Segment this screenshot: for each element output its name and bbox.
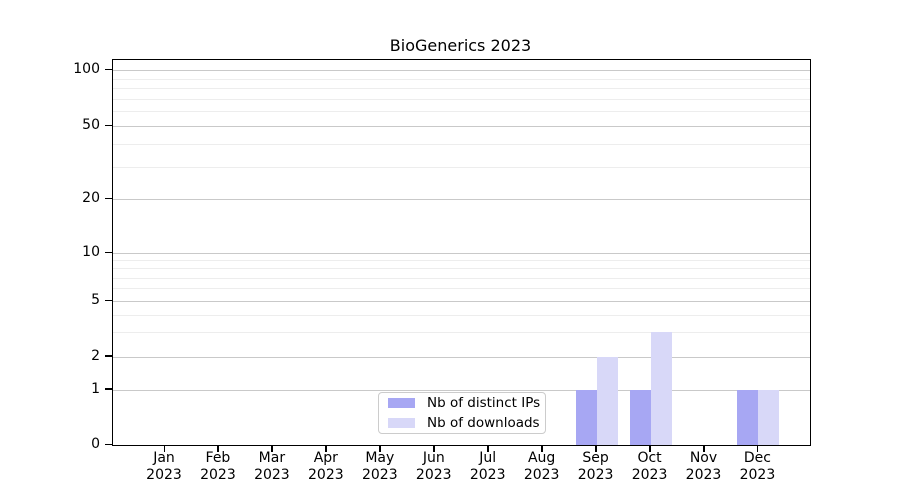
x-tick-label: Nov 2023	[685, 450, 722, 483]
x-tick-mark	[271, 445, 273, 452]
major-gridline	[113, 199, 810, 200]
x-tick-mark	[325, 445, 327, 452]
legend-entry-distinct-ips: Nb of distinct IPs	[388, 395, 545, 411]
x-tick-label: Aug 2023	[523, 450, 560, 483]
y-tick-label: 20	[82, 190, 100, 206]
y-tick-label: 100	[73, 61, 100, 77]
minor-gridline	[113, 111, 810, 113]
bar-distinct-ips-dec	[737, 389, 759, 445]
x-tick-mark	[649, 445, 651, 452]
x-tick-mark	[541, 445, 543, 452]
legend-label-downloads: Nb of downloads	[427, 415, 540, 431]
minor-gridline	[113, 314, 810, 316]
minor-gridline	[113, 268, 810, 270]
x-tick-label: Jan 2023	[146, 450, 182, 483]
legend-swatch-downloads	[388, 418, 415, 428]
x-tick-label: Apr 2023	[308, 450, 344, 483]
x-tick-mark	[379, 445, 381, 452]
minor-gridline	[113, 143, 810, 145]
legend: Nb of distinct IPs Nb of downloads	[378, 392, 546, 434]
minor-gridline	[113, 166, 810, 168]
bar-downloads-sep	[596, 356, 618, 445]
major-gridline	[113, 356, 810, 358]
x-tick-label: Sep 2023	[577, 450, 614, 483]
y-tick-mark	[105, 197, 112, 199]
major-gridline	[113, 126, 810, 127]
y-tick-label: 5	[91, 292, 100, 308]
bar-distinct-ips-sep	[575, 389, 597, 445]
plot-area	[112, 59, 811, 446]
major-gridline	[113, 389, 810, 391]
minor-gridline	[113, 98, 810, 100]
bar-distinct-ips-oct	[629, 389, 651, 445]
x-tick-mark	[595, 445, 597, 452]
x-tick-mark	[217, 445, 219, 452]
major-gridline	[113, 253, 810, 254]
y-tick-mark	[105, 299, 112, 301]
y-tick-label: 1	[91, 380, 100, 397]
x-tick-label: Mar 2023	[254, 450, 290, 483]
x-tick-mark	[163, 445, 165, 452]
y-tick-mark	[105, 355, 112, 357]
x-tick-label: Jul 2023	[469, 450, 506, 483]
y-tick-mark	[105, 68, 112, 70]
x-tick-label: Dec 2023	[739, 450, 776, 483]
x-tick-label: Feb 2023	[200, 450, 236, 483]
minor-gridline	[113, 331, 810, 333]
major-gridline	[113, 70, 810, 71]
legend-entry-downloads: Nb of downloads	[388, 415, 545, 431]
minor-gridline	[113, 288, 810, 290]
y-tick-label: 10	[82, 244, 100, 260]
bar-downloads-dec	[758, 389, 780, 445]
y-tick-label: 2	[91, 347, 100, 364]
y-tick-mark	[105, 251, 112, 253]
y-tick-mark	[105, 388, 112, 390]
minor-gridline	[113, 277, 810, 279]
x-tick-label: Jun 2023	[415, 450, 452, 483]
x-tick-label: May 2023	[361, 450, 398, 483]
x-tick-mark	[487, 445, 489, 452]
x-tick-label: Oct 2023	[631, 450, 668, 483]
minor-gridline	[113, 78, 810, 80]
y-tick-label: 0	[91, 436, 100, 452]
legend-swatch-distinct-ips	[388, 398, 415, 408]
y-tick-label: 50	[82, 117, 100, 133]
minor-gridline	[113, 88, 810, 90]
x-tick-mark	[703, 445, 705, 452]
chart-title: BioGenerics 2023	[389, 36, 532, 55]
major-gridline	[113, 301, 810, 302]
y-tick-mark	[105, 443, 112, 445]
y-tick-mark	[105, 124, 112, 126]
x-tick-mark	[433, 445, 435, 452]
bar-downloads-oct	[650, 331, 672, 445]
x-tick-mark	[756, 445, 759, 452]
legend-label-distinct-ips: Nb of distinct IPs	[427, 395, 541, 411]
minor-gridline	[113, 260, 810, 262]
